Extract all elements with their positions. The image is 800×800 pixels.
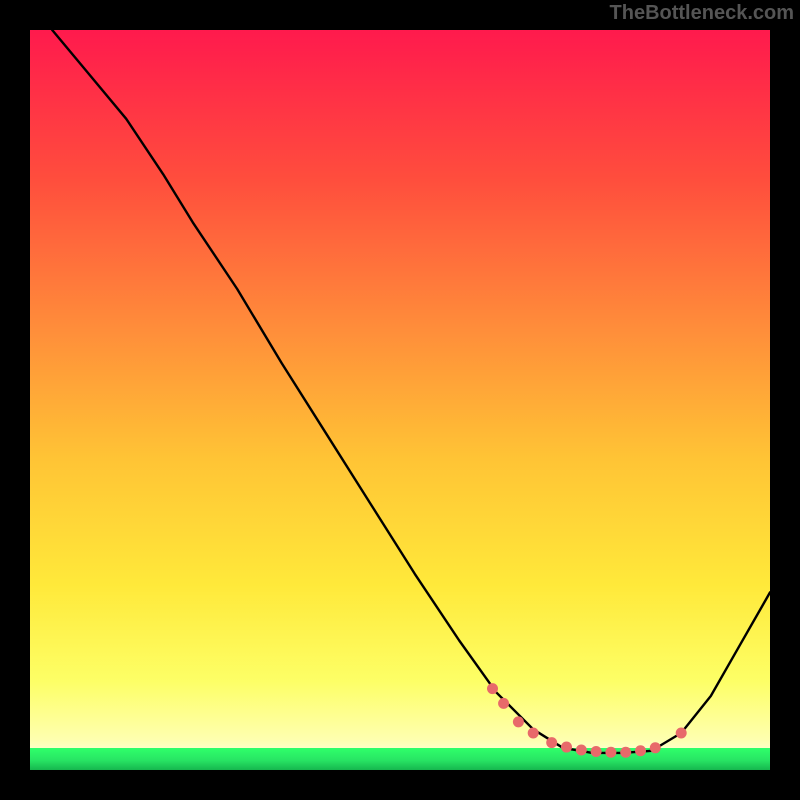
plot-area bbox=[30, 30, 770, 770]
marker-point bbox=[605, 747, 616, 758]
marker-point bbox=[546, 737, 557, 748]
marker-point bbox=[620, 747, 631, 758]
marker-point bbox=[635, 745, 646, 756]
marker-group bbox=[487, 683, 687, 758]
marker-point bbox=[676, 728, 687, 739]
marker-point bbox=[487, 683, 498, 694]
marker-point bbox=[591, 746, 602, 757]
bottleneck-curve bbox=[52, 30, 770, 753]
watermark-text: TheBottleneck.com bbox=[610, 2, 794, 25]
marker-point bbox=[576, 745, 587, 756]
marker-point bbox=[650, 742, 661, 753]
marker-point bbox=[513, 716, 524, 727]
curve-svg-layer bbox=[30, 30, 770, 770]
marker-point bbox=[498, 698, 509, 709]
chart-container: TheBottleneck.com bbox=[0, 0, 800, 800]
marker-point bbox=[561, 742, 572, 753]
marker-point bbox=[528, 728, 539, 739]
